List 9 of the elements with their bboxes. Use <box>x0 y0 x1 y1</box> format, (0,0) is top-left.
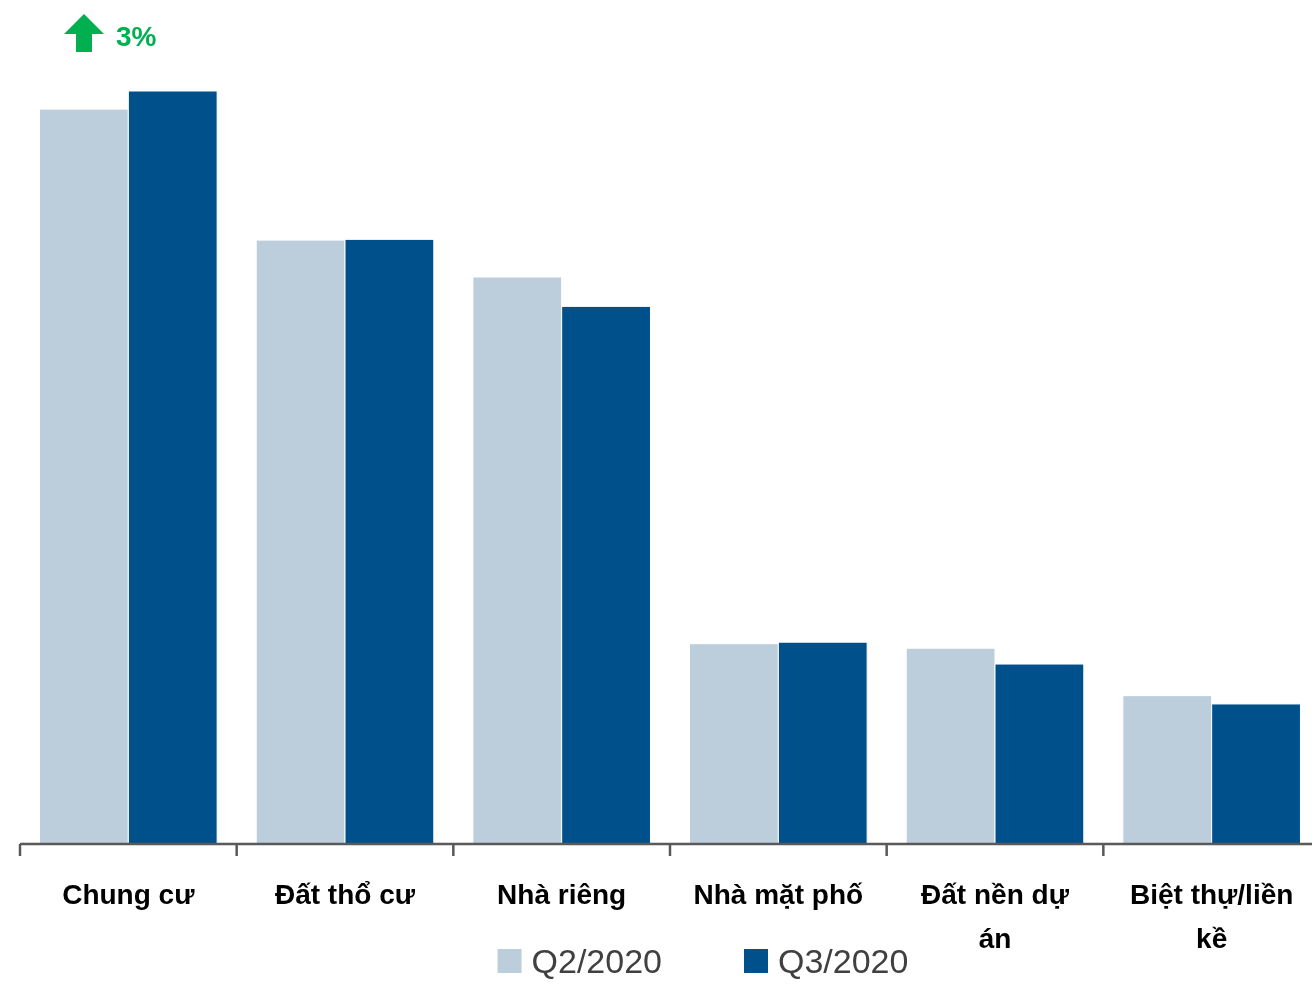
x-tick-label: Nhà riêng <box>497 879 627 910</box>
legend-label: Q2/2020 <box>531 942 663 980</box>
text: 3% <box>116 21 157 52</box>
x-tick-label: Đất nền dự án <box>921 879 1070 954</box>
x-tick-label: Chung cư <box>62 879 196 910</box>
x-tick-label: Đất thổ cư <box>274 879 416 910</box>
x-tick-label: Nhà mặt phố <box>693 879 864 910</box>
legend-label: Q3/2020 <box>778 942 909 980</box>
x-tick-label: Biệt thự/liền kề <box>1129 879 1294 954</box>
